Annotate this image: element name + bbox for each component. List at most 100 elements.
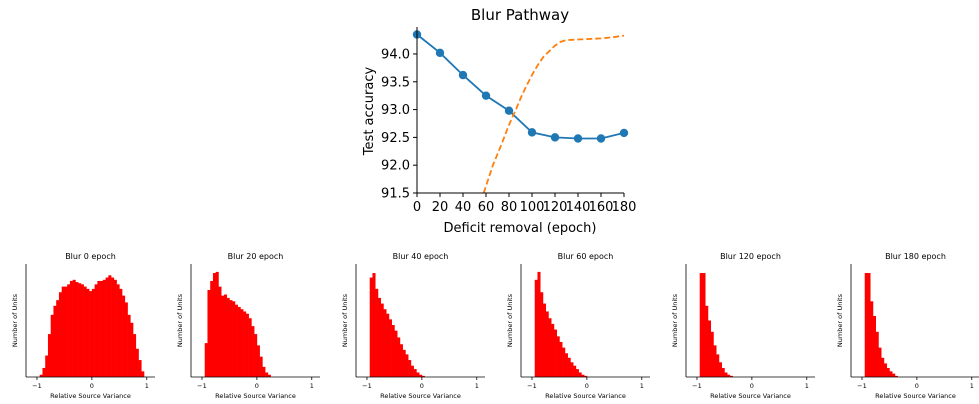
histogram-title: Blur 40 epoch [393, 252, 449, 261]
histogram-bar [584, 375, 588, 377]
histogram-bar [267, 374, 271, 377]
main-y-tick-label: 94.0 [381, 47, 410, 62]
histogram-bar [716, 354, 720, 377]
histogram-bar [553, 329, 557, 377]
histogram-bar [386, 313, 390, 377]
histogram-bar [119, 288, 123, 377]
series-1-line [416, 33, 625, 140]
histogram-bar [416, 372, 420, 377]
histogram-bar [50, 314, 54, 377]
histogram-bar [42, 367, 46, 377]
histogram-x-axis-label: Relative Source Variance [380, 392, 461, 400]
histogram-bar [86, 288, 90, 377]
histogram-bar [94, 284, 98, 377]
series-1-point [481, 91, 491, 100]
histogram-bar [243, 311, 247, 377]
histogram-bar [212, 273, 217, 377]
histogram-x-tick-label: −1 [362, 382, 372, 390]
histogram-x-tick-label: −1 [527, 382, 537, 390]
histogram-bar [718, 362, 722, 377]
histogram-bar [80, 284, 84, 377]
histogram-bar [53, 305, 57, 377]
histogram-panel: Blur 120 epoch Number of Units Relative So… [671, 252, 815, 400]
histogram-bar [254, 334, 258, 377]
histogram-bar [72, 279, 76, 377]
histogram-bar [245, 313, 249, 377]
histogram-x-tick-label: 1 [640, 382, 644, 390]
histogram-bar [872, 315, 877, 377]
histogram-bar [127, 314, 131, 377]
histogram-bar [573, 365, 577, 377]
histogram-bar [262, 366, 266, 377]
histogram-x-axis-label: Relative Source Variance [545, 392, 626, 400]
histogram-x-axis-label: Relative Source Variance [710, 392, 791, 400]
histogram-title: Blur 20 epoch [228, 252, 284, 261]
histogram-bar [721, 367, 725, 377]
histogram-title: Blur 120 epoch [720, 252, 781, 261]
histogram-x-axis-label: Relative Source Variance [50, 392, 131, 400]
histogram-bar [867, 273, 871, 377]
histogram-bar [559, 341, 563, 377]
histogram-bar [221, 295, 225, 377]
histogram-bar [405, 354, 409, 377]
histogram-y-axis-label: Number of Units [176, 293, 184, 347]
histogram-bar [419, 374, 423, 377]
histogram-x-tick-label: 0 [585, 382, 589, 390]
histogram-bar [542, 303, 547, 377]
histogram-bar [111, 277, 115, 377]
histogram-bar [105, 277, 109, 377]
main-y-tick-label: 91.5 [381, 187, 410, 202]
histogram-bar [881, 357, 885, 377]
histogram-bar [369, 277, 373, 377]
histogram-panel: Blur 180 epoch Number of Units Relative So… [836, 252, 979, 400]
histogram-panel: Blur 0 epoch Number of Units Relative Sour… [11, 252, 155, 400]
histogram-bar [229, 300, 233, 377]
main-x-tick-label: 120 [543, 200, 568, 215]
histogram-x-tick-label: −1 [857, 382, 867, 390]
histogram-bar [729, 375, 733, 377]
histogram-bar [564, 353, 568, 377]
histogram-bar [135, 348, 139, 377]
histogram-bar [402, 349, 406, 377]
series-1-point [504, 106, 514, 115]
series-1-point [596, 134, 606, 143]
histogram-bar [724, 372, 728, 377]
histogram-x-tick-label: 1 [475, 382, 479, 390]
histogram-bar [551, 323, 555, 377]
histogram-bar [113, 279, 117, 377]
histogram-x-tick-label: 1 [970, 382, 974, 390]
histogram-bar [56, 300, 60, 377]
histogram-bar [83, 286, 87, 377]
histogram-bar [875, 331, 879, 377]
series-1-point [458, 70, 468, 80]
main-x-tick-label: 60 [478, 200, 495, 215]
main-x-tick-label: 140 [566, 200, 591, 215]
histogram-bar [710, 331, 714, 377]
histogram-x-tick-label: 0 [915, 382, 919, 390]
histogram-bar [102, 279, 106, 377]
histogram-bar [567, 357, 571, 377]
histogram-bar [124, 302, 128, 377]
histogram-bar [894, 375, 898, 377]
histogram-bar [69, 280, 73, 377]
histogram-bar [380, 303, 384, 377]
main-chart: Blur Pathway Test accuracy Deficit remov… [362, 6, 636, 236]
histogram-bar [391, 325, 395, 377]
histogram-bar [237, 306, 241, 377]
histogram-y-axis-label: Number of Units [671, 293, 679, 347]
series-1-point [550, 133, 560, 142]
histogram-bar [399, 344, 403, 377]
histogram-bar [886, 367, 890, 377]
histogram-x-tick-label: 1 [310, 382, 314, 390]
main-x-tick-label: 180 [612, 200, 637, 215]
histogram-bar [207, 289, 211, 377]
series-1-point [527, 128, 537, 137]
histogram-bar [575, 369, 579, 377]
histogram-bar [45, 355, 49, 377]
histogram-bar [892, 373, 896, 377]
histogram-bar [232, 301, 236, 377]
histogram-bar [727, 374, 731, 377]
main-y-tick-label: 93.5 [381, 75, 410, 90]
histogram-bar [581, 374, 585, 377]
